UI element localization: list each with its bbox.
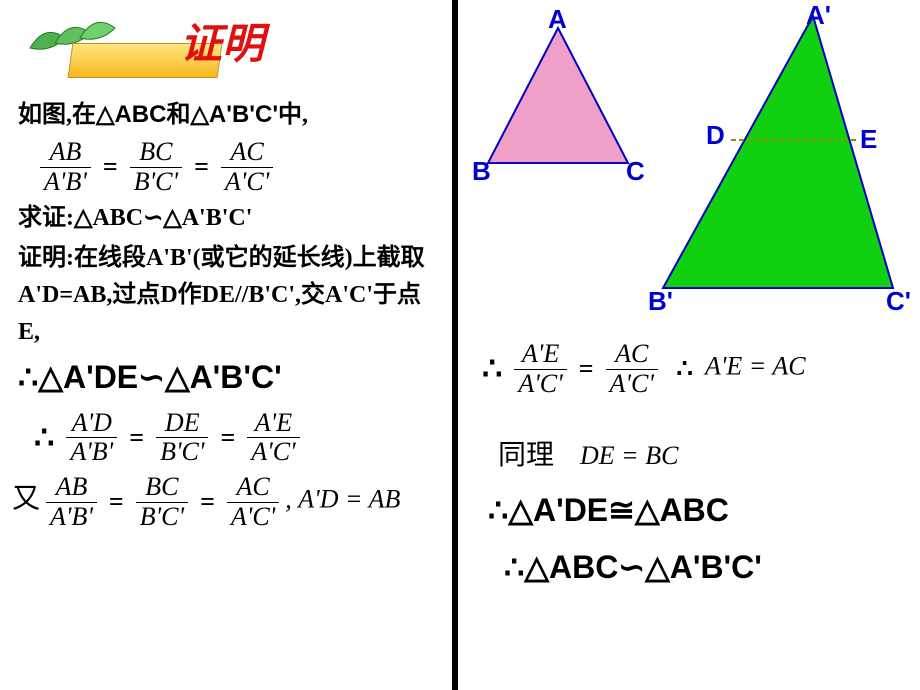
eq2-f1-num: A'D xyxy=(66,409,117,439)
eqr1-f2-den: A'C' xyxy=(606,370,658,399)
given-line-1: 如图,在△ABC和△A'B'C'中, xyxy=(10,96,442,134)
eq2-f2-den: B'C' xyxy=(156,438,208,467)
equation-1: ABA'B' = BCB'C' = ACA'C' xyxy=(10,138,442,196)
eq2-f3-num: A'E xyxy=(247,409,299,439)
qiuzheng-label: 求证: xyxy=(18,205,74,231)
label-Bp: B' xyxy=(648,286,673,317)
therefore-stmt-r1: ∴△A'DE≅△ABC xyxy=(488,492,729,528)
therefore-r1: ∴△A'DE≅△ABC xyxy=(468,486,910,536)
tongli-line: 同理 DE = BC xyxy=(468,434,910,477)
right-panel: A B C A' B' C' D E ∴ A'EA'C' = ACA'C' ∴ … xyxy=(458,0,920,690)
label-Ap: A' xyxy=(806,0,831,31)
eq3-f2-den: B'C' xyxy=(136,503,188,532)
label-C: C xyxy=(626,156,645,187)
eq3-f1-den: A'B' xyxy=(46,503,97,532)
eq3-f1-num: AB xyxy=(46,473,97,503)
therefore-stmt-r2: ∴△ABC∽△A'B'C' xyxy=(504,549,762,585)
eq1-f3-den: A'C' xyxy=(221,168,273,197)
eq2-f3-den: A'C' xyxy=(247,438,299,467)
eq1-f2-num: BC xyxy=(130,138,182,168)
left-panel: 证明 如图,在△ABC和△A'B'C'中, ABA'B' = BCB'C' = … xyxy=(0,0,452,690)
triangle-abc: △ABC xyxy=(96,101,166,128)
eqr1-f1-num: A'E xyxy=(514,340,566,370)
page-title: 证明 xyxy=(180,10,264,71)
text-mid: 和 xyxy=(166,102,190,128)
eq1-f1-den: A'B' xyxy=(40,168,91,197)
diagram: A B C A' B' C' D E xyxy=(468,8,908,328)
proof-label: 证明: xyxy=(18,245,74,271)
label-E: E xyxy=(860,124,877,155)
label-B: B xyxy=(472,156,491,187)
triangle-abc-prime: △A'B'C' xyxy=(190,101,278,128)
label-Cp: C' xyxy=(886,286,911,317)
eq3-f2-num: BC xyxy=(136,473,188,503)
equation-r1: ∴ A'EA'C' = ACA'C' ∴ A'E = AC xyxy=(468,340,910,398)
eqr1-f2-num: AC xyxy=(606,340,658,370)
eq2-f1-den: A'B' xyxy=(66,438,117,467)
you-label: 又 xyxy=(12,484,40,515)
eq1-f2-den: B'C' xyxy=(130,168,182,197)
eq1-f3-num: AC xyxy=(221,138,273,168)
eqr1-f1-den: A'C' xyxy=(514,370,566,399)
text-prefix: 如图,在 xyxy=(18,102,96,128)
label-A: A xyxy=(548,4,567,35)
small-triangle xyxy=(488,28,628,163)
triangles-svg xyxy=(468,8,908,308)
equation-2: ∴ A'DA'B' = DEB'C' = A'EA'C' xyxy=(10,409,442,467)
to-prove-line: 求证:△ABC∽△A'B'C' xyxy=(10,200,442,237)
large-triangle xyxy=(663,16,893,288)
eq3-tail: , A'D = AB xyxy=(285,485,400,514)
therefore-1: ∴△A'DE∽△A'B'C' xyxy=(10,353,442,403)
label-D: D xyxy=(706,120,725,151)
proof-text-1: 在线段A'B'(或它的延长线)上截取A'D=AB,过点D作DE//B'C',交A… xyxy=(18,245,425,345)
eq2-f2-num: DE xyxy=(156,409,208,439)
therefore-stmt-1: ∴△A'DE∽△A'B'C' xyxy=(18,359,282,395)
therefore-r2: ∴△ABC∽△A'B'C' xyxy=(468,543,910,593)
qiuzheng-statement: △ABC∽△A'B'C' xyxy=(74,205,252,231)
eq3-f3-den: A'C' xyxy=(227,503,279,532)
eq3-f3-num: AC xyxy=(227,473,279,503)
tongli-eq: DE = BC xyxy=(580,441,678,470)
eqr1-tail: A'E = AC xyxy=(705,352,806,381)
title-block: 证明 xyxy=(10,8,442,88)
text-suffix: 中, xyxy=(278,102,308,128)
tongli-label: 同理 xyxy=(498,440,554,471)
eq1-f1-num: AB xyxy=(40,138,91,168)
proof-text-block: 证明:在线段A'B'(或它的延长线)上截取A'D=AB,过点D作DE//B'C'… xyxy=(10,240,442,352)
equation-3: 又 ABA'B' = BCB'C' = ACA'C' , A'D = AB xyxy=(10,473,442,531)
